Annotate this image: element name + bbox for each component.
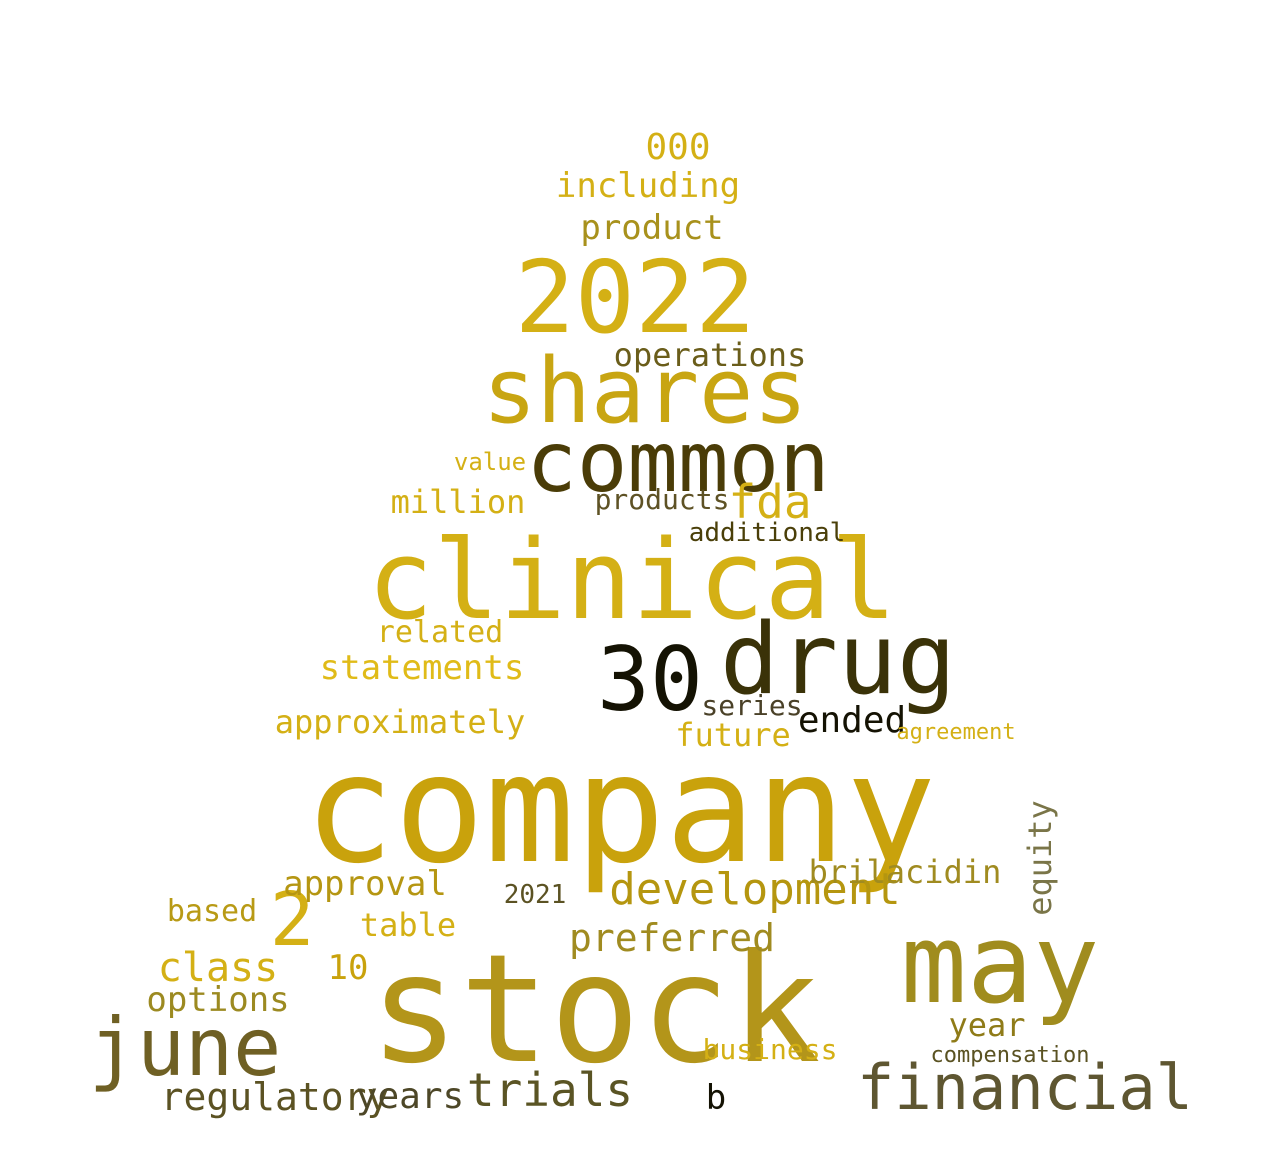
- cloud-word: options: [146, 980, 290, 1020]
- cloud-word: value: [453, 448, 527, 476]
- cloud-word: class: [157, 945, 279, 991]
- cloud-word: 000: [645, 127, 711, 168]
- cloud-word: business: [702, 1033, 838, 1066]
- cloud-word: company: [303, 723, 937, 897]
- cloud-word: operations: [613, 336, 807, 374]
- cloud-word: development: [609, 864, 901, 915]
- cloud-word: stock: [369, 923, 821, 1097]
- cloud-word: year: [948, 1006, 1026, 1044]
- cloud-word: common: [526, 413, 830, 511]
- cloud-word: additional: [688, 518, 846, 548]
- cloud-word: 2021: [503, 880, 567, 910]
- cloud-word: 10: [327, 948, 369, 988]
- cloud-word: regulatory: [160, 1075, 390, 1119]
- cloud-word: based: [166, 894, 258, 929]
- cloud-word: trials: [466, 1063, 634, 1117]
- cloud-word: including: [555, 166, 741, 206]
- cloud-word: years: [355, 1076, 465, 1117]
- cloud-word: ended: [797, 700, 907, 741]
- cloud-word: fda: [728, 475, 812, 529]
- cloud-word: 30: [597, 628, 703, 731]
- cloud-word: june: [88, 1001, 282, 1094]
- cloud-word: product: [580, 208, 724, 248]
- cloud-word: 2022: [514, 239, 756, 356]
- cloud-word: approval: [283, 864, 447, 904]
- cloud-word: b: [705, 1078, 727, 1118]
- cloud-word: brilacidin: [808, 853, 1002, 891]
- cloud-word: agreement: [896, 720, 1016, 745]
- cloud-word: preferred: [569, 916, 775, 960]
- cloud-word: clinical: [367, 516, 897, 644]
- cloud-word: 2: [269, 877, 315, 963]
- cloud-word: shares: [482, 339, 808, 444]
- cloud-word: table: [359, 906, 457, 944]
- cloud-word: approximately: [274, 703, 526, 741]
- cloud-word: drug: [719, 603, 957, 717]
- cloud-word: compensation: [930, 1043, 1090, 1068]
- cloud-word: equity: [1021, 800, 1059, 916]
- cloud-word: financial: [857, 1051, 1193, 1124]
- cloud-word: million: [390, 483, 526, 521]
- cloud-word: series: [701, 689, 803, 722]
- cloud-word: may: [900, 900, 1100, 1028]
- cloud-word: statements: [319, 648, 525, 688]
- cloud-word: future: [675, 716, 791, 754]
- cloud-word: products: [594, 483, 730, 516]
- cloud-word: related: [376, 615, 504, 650]
